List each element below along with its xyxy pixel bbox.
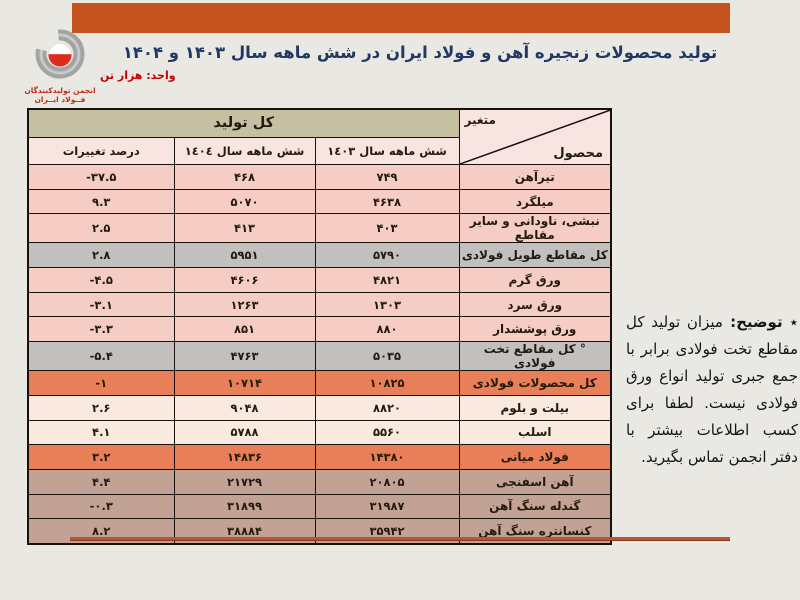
product-cell: ورق گرم bbox=[458, 267, 612, 293]
table-row: فولاد میانی ۱۴۳۸۰ ۱۴۸۳۶ ۳.۲ bbox=[27, 444, 612, 470]
table-row: نبشی، ناودانی و سایر مقاطع ۴۰۳ ۴۱۳ ۲.۵ bbox=[27, 213, 612, 244]
value-1403-cell: ۵۰۳۵ bbox=[314, 341, 460, 372]
table-row: گندله سنگ آهن ۳۱۹۸۷ ۳۱۸۹۹ -۰.۳ bbox=[27, 493, 612, 520]
product-cell: فولاد میانی bbox=[458, 444, 612, 470]
percent-change-cell: ۴.۱ bbox=[27, 419, 175, 446]
value-1403-cell: ۱۴۳۸۰ bbox=[314, 444, 460, 470]
total-production-group-header: کل تولید bbox=[27, 108, 460, 138]
value-1404-cell: ۹۰۴۸ bbox=[173, 394, 316, 421]
value-1403-cell: ۴۶۳۸ bbox=[314, 188, 460, 215]
value-1403-cell: ۴۸۲۱ bbox=[314, 267, 460, 293]
value-1404-cell: ۴۷۶۳ bbox=[173, 341, 316, 372]
percent-change-cell: ۴.۴ bbox=[27, 468, 175, 495]
table-row: کل مقاطع طویل فولادی ۵۷۹۰ ۵۹۵۱ ۲.۸ bbox=[27, 242, 612, 269]
column-header-1403: شش ماهه سال ١٤٠٣ bbox=[314, 136, 460, 165]
value-1403-cell: ۵۵۶۰ bbox=[314, 419, 460, 446]
value-1403-cell: ۸۸۲۰ bbox=[314, 394, 460, 421]
value-1404-cell: ۵۰۷۰ bbox=[173, 188, 316, 215]
product-cell: نبشی، ناودانی و سایر مقاطع bbox=[458, 213, 612, 244]
association-logo: انجمن تولیدکنندگان فــولاد ایــران bbox=[16, 28, 104, 105]
table-row: ° کل مقاطع تخت فولادی ۵۰۳۵ ۴۷۶۳ -۵.۴ bbox=[27, 341, 612, 372]
unit-label: واحد: هزار تن bbox=[100, 69, 176, 82]
value-1403-cell: ۲۰۸۰۵ bbox=[314, 468, 460, 495]
percent-change-cell: -۳.۳ bbox=[27, 316, 175, 343]
percent-change-cell: ۲.۸ bbox=[27, 242, 175, 269]
value-1404-cell: ۵۹۵۱ bbox=[173, 242, 316, 269]
value-1404-cell: ۴۱۳ bbox=[173, 213, 316, 244]
value-1404-cell: ۱۴۸۳۶ bbox=[173, 444, 316, 470]
product-cell: ورق سرد bbox=[458, 291, 612, 318]
logo-text-line1: انجمن تولیدکنندگان bbox=[24, 86, 96, 95]
value-1403-cell: ۷۴۹ bbox=[314, 164, 460, 190]
product-cell: ° کل مقاطع تخت فولادی bbox=[458, 341, 612, 372]
explanation-note: ٭ توضیح: میزان تولید کل مقاطع تخت فولادی… bbox=[626, 309, 798, 471]
note-star: ٭ bbox=[789, 313, 798, 331]
percent-change-cell: -۳۷.۵ bbox=[27, 164, 175, 190]
value-1403-cell: ۵۷۹۰ bbox=[314, 242, 460, 269]
value-1403-cell: ۴۰۳ bbox=[314, 213, 460, 244]
bottom-divider-line bbox=[70, 537, 730, 541]
percent-change-cell: -۴.۵ bbox=[27, 267, 175, 293]
production-table: متغیر محصول کل تولید شش ماهه سال ١٤٠٣ شش… bbox=[27, 108, 613, 545]
percent-change-cell: -۳.۱ bbox=[27, 291, 175, 318]
slide-title: تولید محصولات زنجیره آهن و فولاد ایران د… bbox=[122, 43, 718, 62]
value-1403-cell: ۱۰۸۲۵ bbox=[314, 370, 460, 396]
value-1404-cell: ۱۲۶۳ bbox=[173, 291, 316, 318]
table-row: بیلت و بلوم ۸۸۲۰ ۹۰۴۸ ۲.۶ bbox=[27, 394, 612, 421]
table-body: تیرآهن ۷۴۹ ۴۶۸ -۳۷.۵ میلگرد ۴۶۳۸ ۵۰۷۰ ۹.۳ نبشی، … bbox=[27, 164, 612, 545]
percent-change-cell: -۰.۳ bbox=[27, 493, 175, 520]
value-1404-cell: ۲۱۷۲۹ bbox=[173, 468, 316, 495]
percent-change-cell: ۳.۲ bbox=[27, 444, 175, 470]
corner-variable-label: متغیر bbox=[464, 113, 496, 127]
value-1404-cell: ۸۵۱ bbox=[173, 316, 316, 343]
product-cell: تیرآهن bbox=[458, 164, 612, 190]
percent-change-cell: ۲.۵ bbox=[27, 213, 175, 244]
value-1404-cell: ۴۶۰۶ bbox=[173, 267, 316, 293]
value-1403-cell: ۸۸۰ bbox=[314, 316, 460, 343]
product-cell: بیلت و بلوم bbox=[458, 394, 612, 421]
header-accent-bar bbox=[72, 3, 730, 33]
column-header-1404: شش ماهه سال ١٤٠٤ bbox=[173, 136, 316, 165]
value-1404-cell: ۴۶۸ bbox=[173, 164, 316, 190]
product-cell: کل مقاطع طویل فولادی bbox=[458, 242, 612, 269]
value-1404-cell: ۵۷۸۸ bbox=[173, 419, 316, 446]
logo-text-line2: فــولاد ایــران bbox=[34, 95, 86, 105]
table-row: اسلب ۵۵۶۰ ۵۷۸۸ ۴.۱ bbox=[27, 419, 612, 446]
product-cell: ورق پوششدار bbox=[458, 316, 612, 343]
product-cell: اسلب bbox=[458, 419, 612, 446]
percent-change-cell: -۵.۴ bbox=[27, 341, 175, 372]
note-body: میزان تولید کل مقاطع تخت فولادی برابر با… bbox=[626, 313, 798, 466]
note-label: توضیح: bbox=[730, 313, 783, 331]
percent-change-cell: ۹.۳ bbox=[27, 188, 175, 215]
product-cell: گندله سنگ آهن bbox=[458, 493, 612, 520]
table-row: ورق سرد ۱۳۰۳ ۱۲۶۳ -۳.۱ bbox=[27, 291, 612, 318]
table-row: ورق پوششدار ۸۸۰ ۸۵۱ -۳.۳ bbox=[27, 316, 612, 343]
product-cell: آهن اسفنجی bbox=[458, 468, 612, 495]
table-row: میلگرد ۴۶۳۸ ۵۰۷۰ ۹.۳ bbox=[27, 188, 612, 215]
steel-association-logo-icon bbox=[35, 29, 85, 79]
percent-change-cell: -۱ bbox=[27, 370, 175, 396]
column-header-percent-change: درصد تغییرات bbox=[27, 136, 175, 165]
value-1403-cell: ۳۱۹۸۷ bbox=[314, 493, 460, 520]
corner-cell: متغیر محصول bbox=[458, 108, 612, 165]
product-cell: کل محصولات فولادی bbox=[458, 370, 612, 396]
value-1404-cell: ۳۱۸۹۹ bbox=[173, 493, 316, 520]
value-1404-cell: ۱۰۷۱۴ bbox=[173, 370, 316, 396]
corner-product-label: محصول bbox=[553, 146, 604, 161]
value-1403-cell: ۱۳۰۳ bbox=[314, 291, 460, 318]
table-row: کل محصولات فولادی ۱۰۸۲۵ ۱۰۷۱۴ -۱ bbox=[27, 370, 612, 396]
table-row: تیرآهن ۷۴۹ ۴۶۸ -۳۷.۵ bbox=[27, 164, 612, 190]
table-row: ورق گرم ۴۸۲۱ ۴۶۰۶ -۴.۵ bbox=[27, 267, 612, 293]
table-row: آهن اسفنجی ۲۰۸۰۵ ۲۱۷۲۹ ۴.۴ bbox=[27, 468, 612, 495]
diagonal-divider-icon bbox=[460, 110, 611, 164]
percent-change-cell: ۲.۶ bbox=[27, 394, 175, 421]
product-cell: میلگرد bbox=[458, 188, 612, 215]
